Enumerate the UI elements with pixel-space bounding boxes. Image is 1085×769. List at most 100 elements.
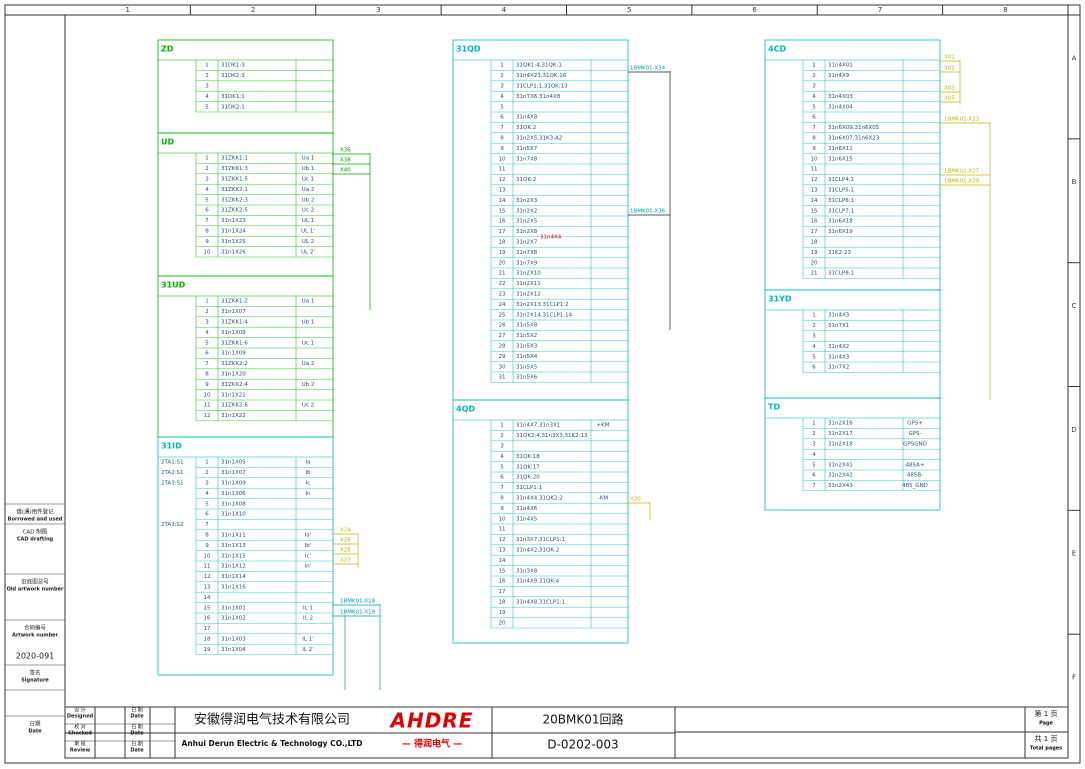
terminal-wire: 31n1X21 bbox=[221, 392, 246, 398]
terminal-wire: 31DK1:3 bbox=[221, 63, 245, 69]
terminal-wire: 31DK2:1 bbox=[221, 104, 245, 110]
terminal-wire: 31CLP8:1 bbox=[828, 271, 854, 277]
drawing-number: D-0202-003 bbox=[547, 738, 618, 752]
terminal-wire: 31n2X5 bbox=[516, 219, 538, 225]
terminal-wire: 31n4X9,31QK:4 bbox=[516, 579, 560, 585]
terminal-source: 2TA3:S2 bbox=[161, 522, 184, 528]
terminal-number: 3 bbox=[205, 481, 209, 487]
terminal-number: 5 bbox=[205, 501, 209, 507]
column-number: 5 bbox=[627, 6, 631, 14]
terminal-number: 4 bbox=[205, 330, 209, 336]
terminal-wire: 31CLP4:1 bbox=[828, 177, 854, 183]
block-title: 31YD bbox=[768, 295, 792, 304]
terminal-source: 2TA3:S1 bbox=[161, 481, 184, 487]
terminal-number: 19 bbox=[811, 250, 818, 256]
terminal-wire: 31ZKK2:5 bbox=[221, 208, 248, 214]
terminal-number: 17 bbox=[499, 589, 506, 595]
terminal-wire: 31n1X02 bbox=[221, 616, 246, 622]
terminal-number: 2 bbox=[500, 73, 504, 79]
role-cn: 审 核 bbox=[74, 741, 86, 748]
terminal-wire: 31n4X2 bbox=[828, 344, 849, 350]
page-en: Page bbox=[1039, 721, 1053, 727]
terminal-signal: UL 2' bbox=[301, 249, 315, 255]
terminal-signal: Uc 2 bbox=[302, 208, 314, 214]
terminal-wire: 31ZKK1:3 bbox=[221, 166, 248, 172]
terminal-signal: Ub 1 bbox=[302, 166, 315, 172]
connection-label: X01 bbox=[944, 55, 955, 61]
terminal-wire: 31n2X13,31CLP1:2 bbox=[516, 302, 569, 308]
terminal-number: 24 bbox=[499, 302, 506, 308]
terminal-number: 2 bbox=[812, 323, 816, 329]
connection-label: 1BMK01-X27 bbox=[944, 169, 980, 175]
terminal-wire: 31n2X2 bbox=[516, 208, 537, 214]
side-label-cn: 日期 bbox=[29, 721, 41, 728]
terminal-number: 15 bbox=[499, 568, 506, 574]
terminal-number: 23 bbox=[499, 292, 506, 298]
terminal-wire: 31n6X07,31n6X23 bbox=[828, 136, 880, 142]
terminal-number: 1 bbox=[500, 423, 504, 429]
terminal-number: 8 bbox=[812, 136, 816, 142]
terminal-wire: 31n7X8 bbox=[516, 250, 538, 256]
terminal-number: 26 bbox=[499, 323, 506, 329]
column-number: 2 bbox=[251, 6, 255, 14]
terminal-wire: 31ZKK2:6 bbox=[221, 403, 248, 409]
terminal-wire: 31ZKK2:4 bbox=[221, 382, 248, 388]
terminal-wire: 31n6X19 bbox=[828, 229, 853, 235]
terminal-number: 1 bbox=[205, 63, 209, 69]
terminal-wire: 31ZKK1:2 bbox=[221, 299, 248, 305]
terminal-wire: 31QK:18 bbox=[516, 454, 540, 460]
terminal-wire: 31n4X5 bbox=[516, 516, 538, 522]
total-en: Total pages bbox=[1030, 746, 1062, 752]
outer-frame bbox=[4, 4, 1081, 764]
terminal-number: 13 bbox=[811, 188, 818, 194]
logo: AHDRE bbox=[389, 709, 474, 733]
block-title: 4CD bbox=[768, 45, 786, 54]
terminal-signal: In bbox=[305, 491, 311, 497]
terminal-number: 10 bbox=[499, 516, 506, 522]
block-title: 31UD bbox=[161, 281, 186, 290]
terminal-signal: Ic bbox=[306, 481, 311, 487]
terminal-wire: 31n1X14 bbox=[221, 574, 246, 580]
terminal-number: 4 bbox=[812, 344, 816, 350]
terminal-number: 7 bbox=[500, 485, 504, 491]
terminal-wire: 31n2X10 bbox=[516, 271, 541, 277]
terminal-number: 9 bbox=[205, 239, 209, 245]
terminal-number: 6 bbox=[812, 115, 816, 121]
terminal-number: 10 bbox=[499, 156, 506, 162]
terminal-number: 20 bbox=[499, 260, 506, 266]
terminal-source: 2TA2:S1 bbox=[161, 470, 184, 476]
terminal-wire: 31CLP5:1 bbox=[828, 188, 854, 194]
block-title: ZD bbox=[161, 45, 174, 54]
terminal-wire: 31ZKK1:4 bbox=[221, 320, 248, 326]
terminal-block bbox=[452, 399, 629, 644]
terminal-wire: 31n1X09 bbox=[221, 481, 246, 487]
terminal-wire: 31n1X07 bbox=[221, 470, 246, 476]
terminal-number: 14 bbox=[499, 558, 506, 564]
terminal-signal: Ic' bbox=[305, 553, 311, 559]
terminal-wire: 31n1X13 bbox=[221, 543, 246, 549]
side-label-en: Artwork number bbox=[12, 633, 59, 639]
terminal-number: 17 bbox=[204, 626, 211, 632]
connection-label: X03 bbox=[944, 86, 955, 92]
terminal-wire: 31n4X23,31QK:16 bbox=[516, 73, 567, 79]
terminal-wire: 31CLP6:1 bbox=[828, 198, 854, 204]
terminal-signal: GPS- bbox=[908, 431, 921, 437]
terminal-wire: 31n7X8 bbox=[516, 156, 538, 162]
terminal-number: 4 bbox=[812, 452, 816, 458]
role-en: Checked bbox=[68, 731, 92, 737]
terminal-wire: 31ZKK2:1 bbox=[221, 187, 248, 193]
terminal-wire: 31n4X3 bbox=[828, 354, 850, 360]
terminal-number: 3 bbox=[500, 84, 504, 90]
date-cn: 日 期 bbox=[131, 708, 143, 714]
terminal-wire: 31n1X24 bbox=[221, 229, 246, 235]
connection-label: X20 bbox=[630, 497, 641, 503]
terminal-wire: 31n1X22 bbox=[221, 413, 246, 419]
terminal-number: 10 bbox=[204, 553, 211, 559]
terminal-wire: 31n2X42 bbox=[828, 473, 853, 479]
terminal-number: 2 bbox=[205, 166, 209, 172]
terminal-number: 5 bbox=[205, 104, 209, 110]
page-cn: 第 1 页 bbox=[1035, 709, 1058, 718]
terminal-number: 18 bbox=[811, 240, 818, 246]
